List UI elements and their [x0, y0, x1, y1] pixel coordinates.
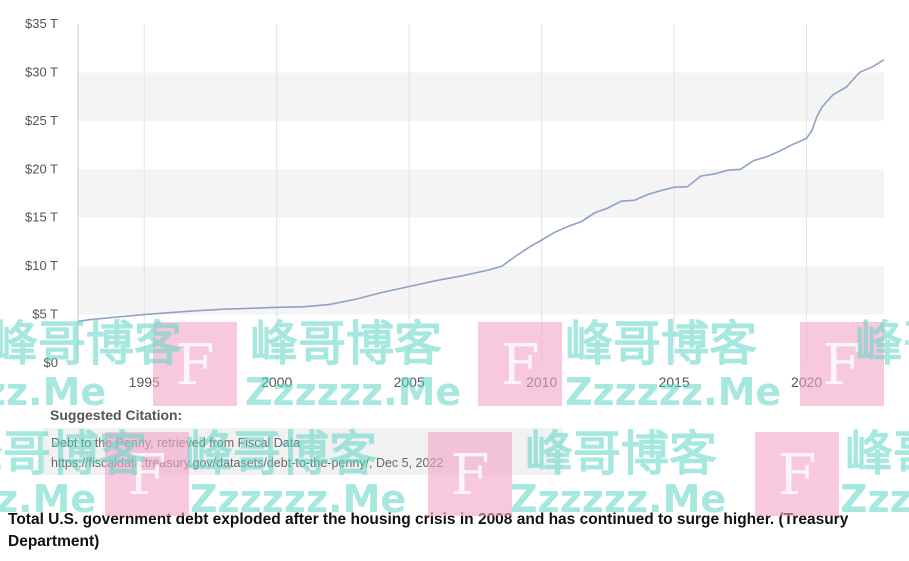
vertical-gridlines [77, 24, 808, 363]
citation-source-text: Debt to the Penny, retrieved from Fiscal… [51, 436, 301, 450]
citation-url-text[interactable]: https://fiscaldata.treasury.gov/datasets… [51, 456, 444, 470]
y-tick-label: $20 T [25, 161, 58, 176]
debt-series-line [77, 59, 885, 323]
grid-band [78, 120, 884, 170]
x-tick-label: 1995 [129, 374, 160, 390]
x-tick-label: 2005 [394, 374, 425, 390]
y-tick-label: $30 T [25, 64, 58, 79]
grid-band [78, 72, 884, 121]
x-tick-label: 2010 [526, 374, 557, 390]
grid-band [78, 217, 884, 267]
citation-title: Suggested Citation: [50, 407, 183, 423]
grid-band [78, 314, 884, 363]
figure-caption: Total U.S. government debt exploded afte… [8, 511, 849, 550]
y-tick-label: $25 T [25, 113, 58, 128]
y-tick-label: $0 [44, 355, 58, 370]
grid-band [78, 169, 884, 218]
y-tick-label: $10 T [25, 258, 58, 273]
watermark-box [755, 432, 839, 516]
x-tick-label: 2015 [659, 374, 690, 390]
series-layer [77, 59, 885, 323]
x-tick-label: 2000 [261, 374, 292, 390]
horizontal-bands [78, 24, 884, 363]
debt-line-chart: $0 $5 T $10 T $15 T $20 T $25 T $30 T $35 T 199… [25, 16, 885, 390]
watermark-letter: F [778, 443, 817, 508]
grid-band [78, 24, 884, 73]
y-axis: $0 $5 T $10 T $15 T $20 T $25 T $30 T $35 T [25, 16, 58, 370]
x-axis: 1995 2000 2005 2010 2015 2020 [129, 374, 823, 390]
citation-box: Debt to the Penny, retrieved from Fiscal… [43, 428, 563, 475]
watermark-text: 峰哥博客 [845, 426, 909, 482]
y-tick-label: $15 T [25, 210, 58, 225]
y-tick-label: $5 T [32, 307, 58, 322]
chart-area: $0 $5 T $10 T $15 T $20 T $25 T $30 T $35 T 199… [25, 16, 885, 390]
x-tick-label: 2020 [791, 374, 822, 390]
grid-band [78, 266, 884, 315]
y-tick-label: $35 T [25, 16, 58, 31]
